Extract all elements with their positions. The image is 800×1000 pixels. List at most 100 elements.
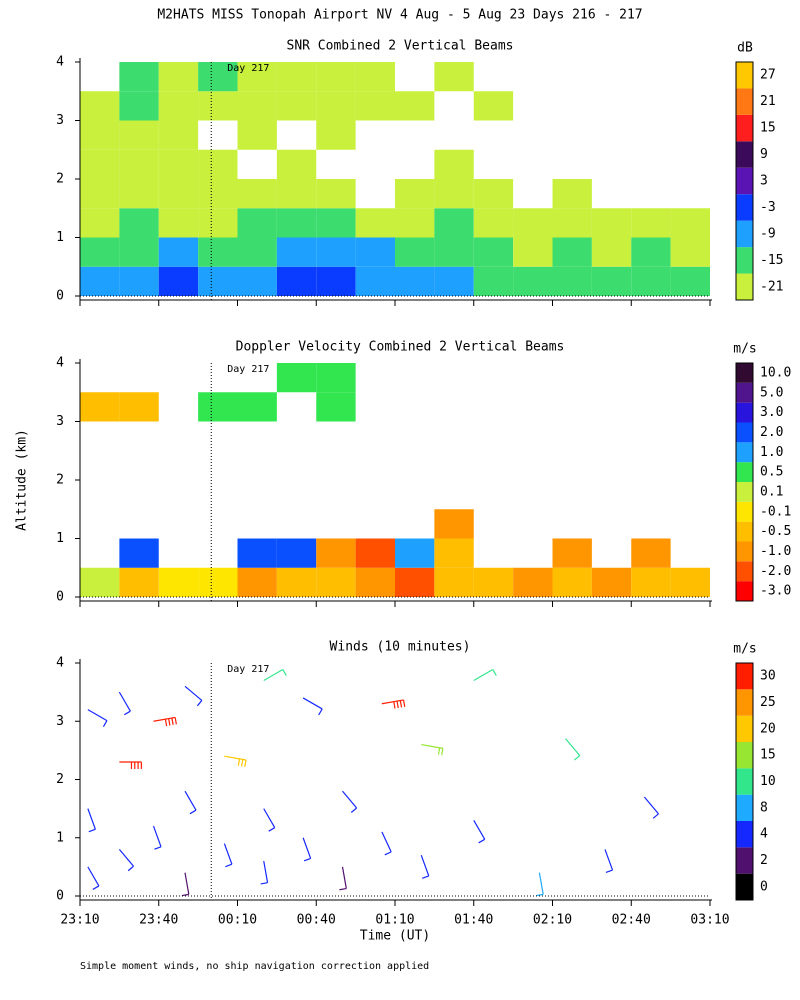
wind-barb — [223, 843, 233, 868]
wind-barb — [181, 872, 190, 897]
data-cell — [513, 237, 553, 267]
barb-staff — [118, 691, 131, 712]
barb-staff — [381, 831, 392, 853]
wind-barb — [224, 755, 247, 768]
barb-staff — [153, 716, 176, 722]
colorbar-swatch — [736, 742, 753, 769]
data-cell — [355, 208, 395, 238]
wind-barb — [473, 819, 486, 844]
colorbar-label: 0.1 — [760, 484, 783, 499]
y-tick-label: 0 — [56, 590, 64, 605]
data-cell — [434, 237, 474, 267]
colorbar-label: -3 — [760, 200, 776, 215]
data-cell — [276, 538, 317, 568]
colorbar-swatch — [736, 62, 753, 89]
colorbar-label: 0.5 — [760, 465, 783, 480]
data-cell — [473, 237, 514, 267]
colorbar-label: 2.0 — [760, 425, 783, 440]
colorbar-label: 10 — [760, 774, 776, 789]
colorbar-swatch — [736, 821, 753, 848]
data-cell — [591, 208, 632, 238]
colorbar-unit: m/s — [733, 342, 756, 357]
data-cell — [355, 567, 395, 597]
wind-barb — [87, 808, 96, 833]
wind-barb — [339, 866, 347, 891]
barb-flag — [168, 718, 171, 726]
data-cell — [276, 179, 317, 209]
colorbar-swatch — [736, 88, 753, 115]
colorbar-swatch — [736, 482, 753, 502]
data-cell — [158, 208, 199, 238]
data-cell — [434, 266, 474, 296]
data-cell — [119, 149, 159, 179]
data-cell — [316, 567, 356, 597]
barb-flag — [536, 893, 544, 897]
data-cell — [513, 266, 553, 296]
barb-flag — [102, 720, 108, 727]
y-tick-label: 1 — [56, 830, 64, 845]
colorbar-swatch — [736, 561, 753, 582]
data-cell — [434, 509, 474, 539]
day-annotation: Day 217 — [227, 63, 269, 74]
barb-flag — [421, 875, 429, 879]
wind-barb — [342, 790, 358, 813]
colorbar-swatch — [736, 663, 753, 690]
x-axis-label: Time (UT) — [360, 929, 430, 944]
data-cell — [591, 266, 632, 296]
barb-staff — [473, 819, 486, 840]
barb-staff — [223, 843, 233, 865]
y-tick-label: 4 — [56, 356, 64, 371]
footnote: Simple moment winds, no ship navigation … — [80, 961, 429, 972]
data-cell — [80, 91, 120, 121]
data-cell — [316, 538, 356, 568]
colorbar-label: -2.0 — [760, 564, 791, 579]
data-cell — [119, 567, 159, 597]
colorbar-swatch — [736, 541, 753, 562]
data-cell — [316, 208, 356, 238]
x-tick-label: 02:10 — [533, 913, 572, 928]
barb-staff — [263, 668, 284, 681]
data-cell — [119, 392, 159, 422]
data-cell — [198, 266, 238, 296]
data-cell — [237, 266, 277, 296]
data-cell — [355, 266, 395, 296]
colorbar-label: 2 — [760, 853, 768, 868]
data-cell — [670, 266, 710, 296]
colorbar-unit: m/s — [733, 642, 756, 657]
data-cell — [119, 208, 159, 238]
data-cell — [80, 567, 120, 597]
colorbar-swatch — [736, 794, 753, 821]
wind-barb — [302, 837, 312, 862]
colorbar-label: -9 — [760, 226, 776, 241]
colorbar-label: 15 — [760, 121, 776, 136]
colorbar-swatch — [736, 402, 753, 423]
data-cell — [237, 567, 277, 597]
barb-staff — [184, 872, 190, 895]
wind-barb — [118, 849, 134, 872]
barb-flag — [154, 846, 162, 850]
colorbar-swatch — [736, 768, 753, 795]
colorbar-swatch — [736, 689, 753, 716]
data-cell — [513, 567, 553, 597]
data-cell — [631, 237, 671, 267]
y-tick-label: 1 — [56, 531, 64, 546]
data-cell — [395, 179, 435, 209]
barb-staff — [342, 790, 358, 809]
colorbar-label: 3.0 — [760, 405, 783, 420]
colorbar-swatch — [736, 501, 753, 522]
x-tick-label: 00:40 — [297, 913, 336, 928]
data-cell — [434, 62, 474, 92]
wind-barb — [421, 743, 444, 756]
data-cell — [158, 120, 199, 150]
barb-flag — [127, 865, 134, 872]
barb-staff — [381, 699, 404, 705]
barb-flag — [339, 887, 347, 891]
data-cell — [591, 567, 632, 597]
data-cell — [316, 363, 356, 393]
colorbar-label: 27 — [760, 68, 776, 83]
wind-barb — [302, 697, 323, 716]
barb-flag — [605, 869, 613, 874]
x-tick-label: 01:10 — [375, 913, 414, 928]
data-cell — [237, 208, 277, 238]
